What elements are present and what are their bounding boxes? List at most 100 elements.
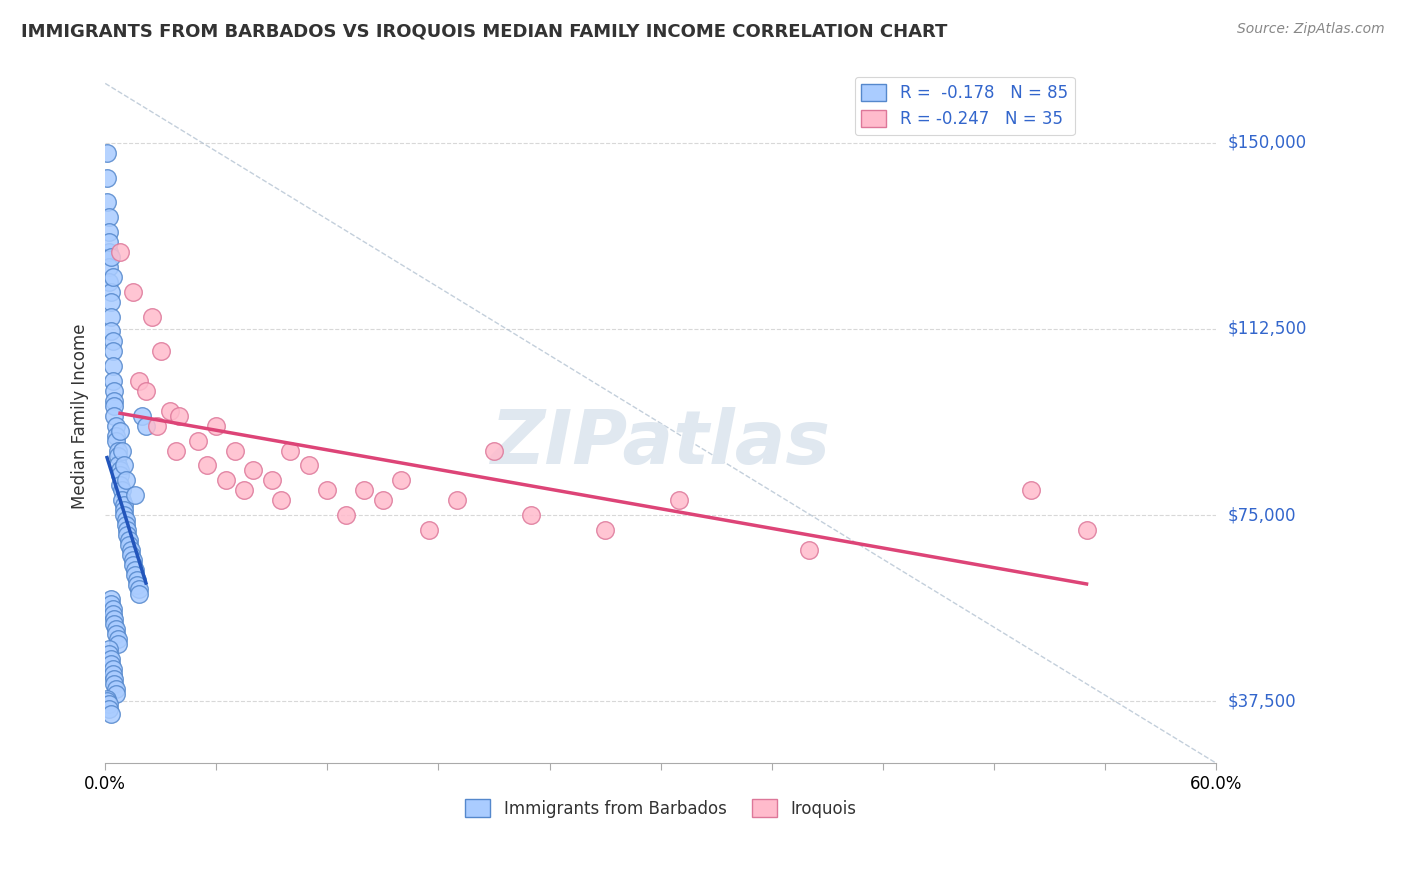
Point bbox=[122, 552, 145, 566]
Point bbox=[214, 473, 236, 487]
Point bbox=[103, 672, 125, 686]
Point bbox=[128, 587, 150, 601]
Point bbox=[111, 483, 134, 498]
Point bbox=[233, 483, 256, 498]
Point bbox=[100, 652, 122, 666]
Point bbox=[105, 428, 128, 442]
Point bbox=[103, 393, 125, 408]
Point bbox=[103, 399, 125, 413]
Point bbox=[159, 404, 181, 418]
Point bbox=[114, 518, 136, 533]
Point bbox=[114, 473, 136, 487]
Point bbox=[107, 637, 129, 651]
Point bbox=[101, 334, 124, 349]
Point bbox=[165, 443, 187, 458]
Point bbox=[105, 627, 128, 641]
Point bbox=[120, 548, 142, 562]
Point bbox=[100, 325, 122, 339]
Point bbox=[107, 449, 129, 463]
Point bbox=[371, 493, 394, 508]
Point bbox=[146, 418, 169, 433]
Point bbox=[101, 374, 124, 388]
Point bbox=[446, 493, 468, 508]
Point bbox=[103, 409, 125, 423]
Point bbox=[124, 563, 146, 577]
Text: $112,500: $112,500 bbox=[1227, 320, 1306, 338]
Point bbox=[141, 310, 163, 324]
Point bbox=[100, 285, 122, 299]
Point bbox=[131, 409, 153, 423]
Text: IMMIGRANTS FROM BARBADOS VS IROQUOIS MEDIAN FAMILY INCOME CORRELATION CHART: IMMIGRANTS FROM BARBADOS VS IROQUOIS MED… bbox=[21, 22, 948, 40]
Point bbox=[122, 558, 145, 572]
Point bbox=[117, 523, 139, 537]
Point bbox=[105, 622, 128, 636]
Point bbox=[520, 508, 543, 522]
Point bbox=[668, 493, 690, 508]
Point bbox=[195, 458, 218, 473]
Point bbox=[96, 145, 118, 160]
Point bbox=[105, 681, 128, 696]
Point bbox=[128, 582, 150, 597]
Point bbox=[107, 443, 129, 458]
Point bbox=[100, 294, 122, 309]
Point bbox=[97, 245, 120, 260]
Point bbox=[112, 458, 135, 473]
Point bbox=[101, 269, 124, 284]
Point bbox=[280, 443, 302, 458]
Point bbox=[391, 473, 413, 487]
Point bbox=[97, 642, 120, 657]
Point bbox=[135, 418, 157, 433]
Point bbox=[124, 488, 146, 502]
Text: $37,500: $37,500 bbox=[1227, 692, 1296, 710]
Point bbox=[103, 677, 125, 691]
Point bbox=[100, 706, 122, 721]
Point bbox=[97, 697, 120, 711]
Point bbox=[205, 418, 228, 433]
Point bbox=[112, 508, 135, 522]
Point bbox=[270, 493, 292, 508]
Point bbox=[118, 538, 141, 552]
Point bbox=[108, 478, 131, 492]
Point bbox=[100, 598, 122, 612]
Point bbox=[1019, 483, 1042, 498]
Point bbox=[101, 607, 124, 622]
Point bbox=[97, 275, 120, 289]
Point bbox=[120, 542, 142, 557]
Point bbox=[100, 310, 122, 324]
Point bbox=[105, 434, 128, 448]
Point bbox=[316, 483, 339, 498]
Y-axis label: Median Family Income: Median Family Income bbox=[72, 323, 89, 508]
Point bbox=[118, 533, 141, 547]
Point bbox=[100, 592, 122, 607]
Point bbox=[128, 374, 150, 388]
Point bbox=[122, 285, 145, 299]
Point bbox=[100, 657, 122, 671]
Point bbox=[124, 567, 146, 582]
Point bbox=[97, 701, 120, 715]
Point bbox=[111, 493, 134, 508]
Point bbox=[108, 424, 131, 438]
Point bbox=[224, 443, 246, 458]
Point bbox=[125, 573, 148, 587]
Text: Source: ZipAtlas.com: Source: ZipAtlas.com bbox=[1237, 22, 1385, 37]
Point bbox=[242, 463, 264, 477]
Point bbox=[101, 602, 124, 616]
Text: $75,000: $75,000 bbox=[1227, 506, 1296, 524]
Point bbox=[135, 384, 157, 398]
Point bbox=[260, 473, 283, 487]
Point bbox=[114, 513, 136, 527]
Point bbox=[797, 542, 820, 557]
Point bbox=[108, 463, 131, 477]
Point bbox=[169, 409, 191, 423]
Point bbox=[117, 528, 139, 542]
Point bbox=[335, 508, 357, 522]
Point bbox=[101, 666, 124, 681]
Point bbox=[96, 195, 118, 210]
Point bbox=[482, 443, 505, 458]
Point bbox=[101, 359, 124, 374]
Point bbox=[353, 483, 375, 498]
Point bbox=[107, 458, 129, 473]
Point bbox=[101, 662, 124, 676]
Point bbox=[97, 235, 120, 249]
Text: ZIPatlas: ZIPatlas bbox=[491, 407, 831, 480]
